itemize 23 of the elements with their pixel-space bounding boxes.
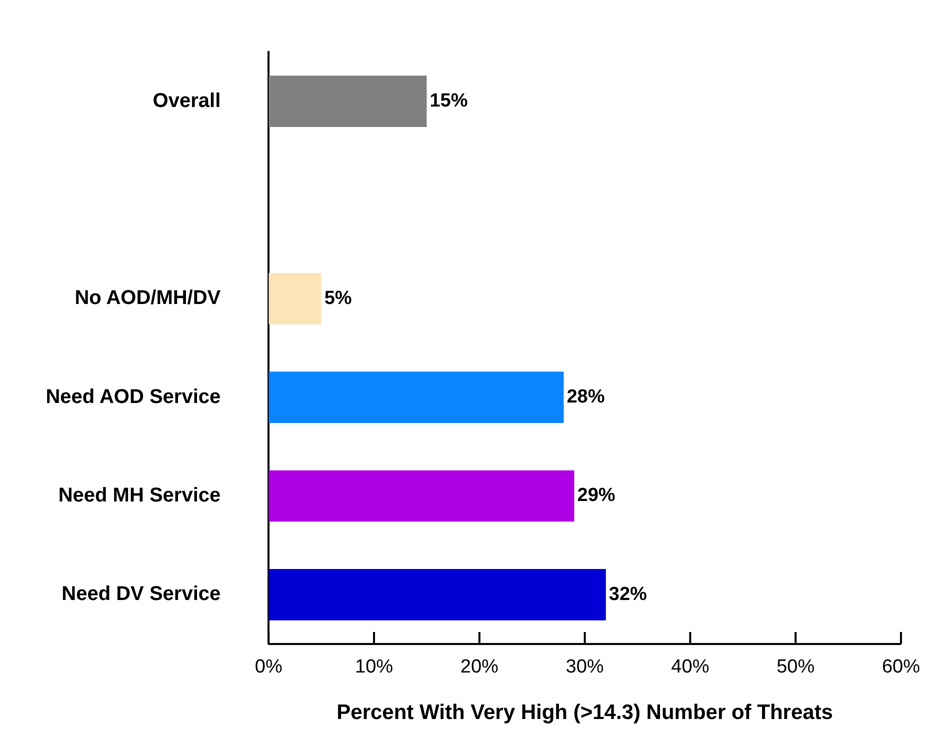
data-label: 29% [577, 485, 616, 506]
y-tick-label: No AOD/MH/DV [74, 287, 222, 310]
y-tick-label: Need MH Service [58, 484, 221, 507]
bar [268, 569, 606, 620]
data-label: 32% [608, 584, 648, 605]
y-tick-label: Need AOD Service [46, 386, 221, 408]
bar [268, 76, 427, 127]
bar [268, 273, 322, 324]
data-label: 15% [430, 90, 468, 112]
bar [268, 372, 564, 423]
data-label: 5% [324, 288, 352, 309]
x-tick-label: 40% [671, 656, 710, 678]
bar [268, 470, 574, 522]
x-tick-label: 20% [460, 656, 499, 678]
x-tick-label: 10% [355, 656, 394, 678]
x-tick-label: 60% [882, 656, 920, 678]
y-tick-label: Need DV Service [62, 583, 221, 606]
x-tick-label: 30% [566, 656, 604, 678]
x-tick-label: 50% [776, 656, 815, 678]
x-axis-title: Percent With Very High (>14.3) Number of Threats [336, 701, 833, 724]
data-label: 28% [566, 386, 605, 408]
y-tick-label: Overall [152, 90, 221, 112]
x-tick-label: 0% [254, 656, 282, 678]
